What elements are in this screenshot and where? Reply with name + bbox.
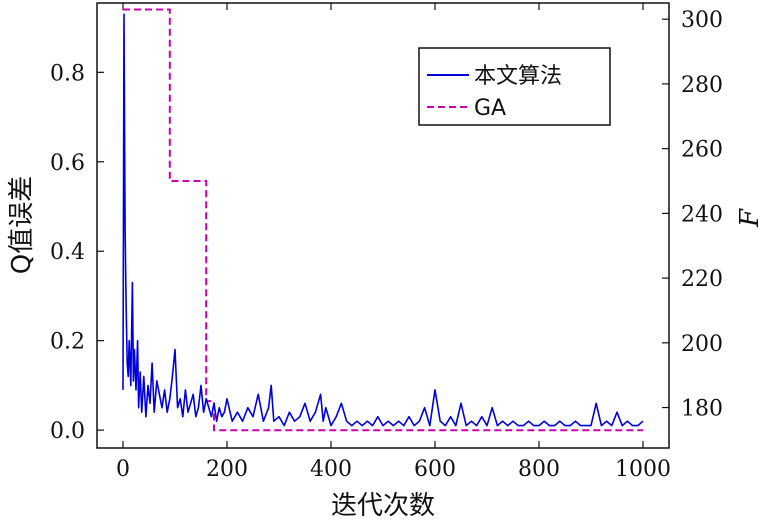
y-axis-right-ticks: 180 200 220 240 260 280 300 — [681, 8, 723, 421]
x-tick-label: 400 — [310, 457, 352, 482]
series-line-ga — [123, 8, 643, 432]
y-tick-label: 0.6 — [50, 151, 85, 176]
legend-box — [418, 47, 611, 126]
y-tick-label: 0.2 — [50, 330, 85, 355]
x-tick-label: 200 — [206, 457, 248, 482]
legend: 本文算法 GA — [418, 47, 611, 126]
plot-frame — [96, 2, 670, 449]
y-right-tick-label: 260 — [681, 138, 723, 163]
y-right-tick-label: 280 — [681, 73, 723, 98]
x-axis-title: 迭代次数 — [331, 491, 435, 521]
y-tick-label: 0.8 — [50, 61, 85, 86]
tick-marks — [97, 3, 669, 448]
x-axis-ticks: 0 200 400 600 800 1000 — [116, 457, 671, 482]
y-tick-label: 0.0 — [50, 419, 85, 444]
y-right-tick-label: 300 — [681, 8, 723, 33]
y-tick-label: 0.4 — [50, 240, 85, 265]
x-tick-label: 800 — [518, 457, 560, 482]
x-tick-label: 0 — [116, 457, 130, 482]
y-axis-title: Q值误差 — [7, 176, 37, 274]
series-line-ours — [122, 13, 644, 427]
y-right-tick-label: 180 — [681, 397, 723, 422]
y-right-tick-label: 200 — [681, 332, 723, 357]
x-tick-label: 1000 — [615, 457, 671, 482]
legend-label-ours: 本文算法 — [474, 64, 562, 89]
legend-label-ga: GA — [474, 96, 506, 121]
y-axis-right-title: F — [735, 208, 765, 228]
y-right-tick-label: 220 — [681, 267, 723, 292]
y-right-tick-label: 240 — [681, 202, 723, 227]
y-axis-left-ticks: 0.0 0.2 0.4 0.6 0.8 — [50, 61, 85, 444]
x-tick-label: 600 — [414, 457, 456, 482]
